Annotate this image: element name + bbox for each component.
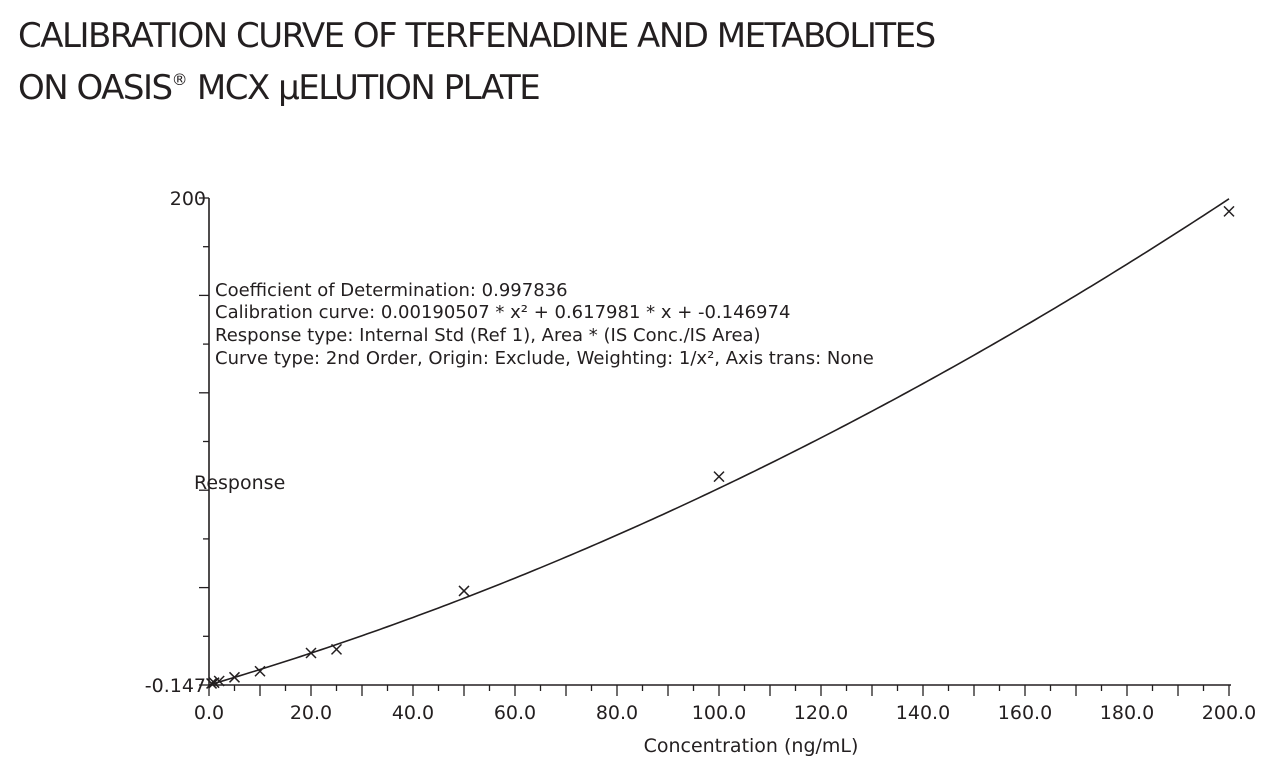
data-point xyxy=(305,647,317,659)
y-tick-label: -0.147 xyxy=(145,675,206,697)
data-point xyxy=(330,643,343,655)
annotations: Coefficient of Determination: 0.997836 C… xyxy=(215,280,874,369)
annotation-curve-type: Curve type: 2nd Order, Origin: Exclude, … xyxy=(215,348,874,369)
fit-curve-layer xyxy=(208,198,1230,686)
y-axis-label: Response xyxy=(194,472,285,494)
data-point xyxy=(228,671,241,683)
x-tick-label: 200.0 xyxy=(1202,702,1256,724)
title-line-2: ON OASIS® MCX μELUTION PLATE xyxy=(18,58,935,110)
title-line-2-end: MCX μELUTION PLATE xyxy=(187,68,541,108)
x-tick-label: 0.0 xyxy=(194,702,224,724)
x-tick-label: 100.0 xyxy=(692,702,746,724)
annotation-response-type: Response type: Internal Std (Ref 1), Are… xyxy=(215,325,761,346)
x-tick-label: 160.0 xyxy=(998,702,1052,724)
x-tick-label: 140.0 xyxy=(896,702,950,724)
x-tick-label: 40.0 xyxy=(392,702,434,724)
registered-mark: ® xyxy=(171,70,188,89)
axes: 0.0 20.0 40.0 60.0 80.0 100.0 120.0 140.0 160.0 1… xyxy=(145,188,1256,724)
title-line-2-start: ON OASIS xyxy=(18,68,173,108)
x-tick-label: 80.0 xyxy=(596,702,638,724)
x-tick-label: 120.0 xyxy=(794,702,848,724)
x-tick-label: 60.0 xyxy=(494,702,536,724)
annotation-curve-equation: Calibration curve: 0.00190507 * x² + 0.6… xyxy=(215,302,790,323)
data-point xyxy=(713,471,725,483)
annotation-r2: Coefficient of Determination: 0.997836 xyxy=(215,280,568,301)
chart-title: CALIBRATION CURVE OF TERFENADINE AND MET… xyxy=(18,14,936,110)
data-point xyxy=(213,675,225,687)
fit-curve xyxy=(208,198,1230,686)
data-points-layer xyxy=(206,205,1235,689)
x-axis-label: Concentration (ng/mL) xyxy=(644,735,859,757)
x-tick-label: 20.0 xyxy=(290,702,332,724)
title-line-1: CALIBRATION CURVE OF TERFENADINE AND MET… xyxy=(18,16,936,56)
y-tick-label: 200 xyxy=(170,188,206,210)
data-point xyxy=(206,677,218,689)
x-tick-label: 180.0 xyxy=(1100,702,1154,724)
data-point xyxy=(458,585,470,597)
data-point xyxy=(1223,205,1235,217)
data-point xyxy=(254,665,266,677)
